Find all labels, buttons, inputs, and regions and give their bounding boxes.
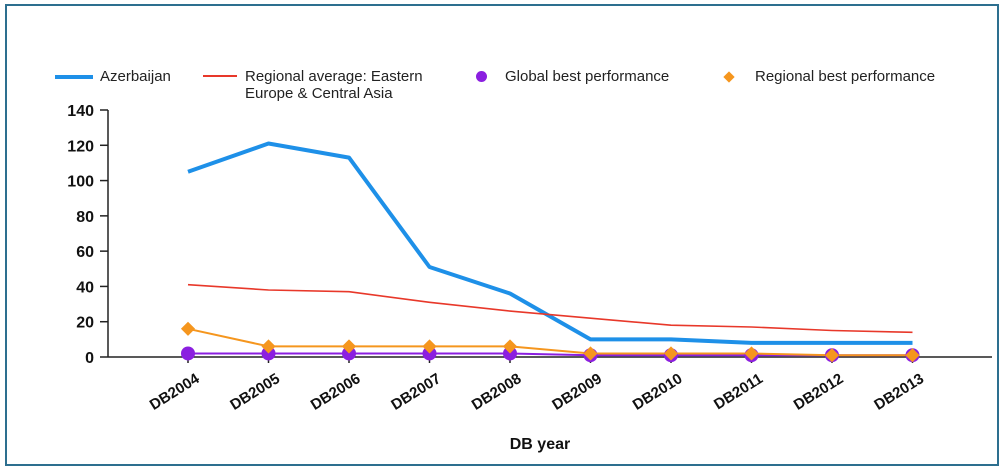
x-tick-label: DB2005 bbox=[227, 370, 283, 414]
chart-axes bbox=[100, 109, 992, 363]
legend-label-azerbaijan: Azerbaijan bbox=[100, 68, 171, 85]
data-point-regional-best-performance bbox=[502, 339, 518, 354]
data-point-regional-best-performance bbox=[663, 346, 679, 361]
x-tick-label: DB2013 bbox=[871, 370, 927, 414]
x-tick-label: DB2011 bbox=[711, 370, 766, 413]
y-tick-label: 20 bbox=[76, 315, 94, 332]
chart-series-markers bbox=[180, 321, 920, 363]
y-tick-label: 40 bbox=[76, 279, 94, 296]
y-tick-label: 140 bbox=[67, 103, 94, 120]
data-point-regional-best-performance bbox=[583, 346, 598, 361]
data-point-regional-best-performance bbox=[744, 346, 759, 361]
series-line-regional-best-performance bbox=[187, 327, 913, 357]
data-point-regional-best-performance bbox=[905, 348, 920, 363]
series-line-regional-average-eastern-europe-central-asia bbox=[187, 283, 913, 334]
legend-swatch-global-best bbox=[476, 71, 487, 82]
data-point-regional-best-performance bbox=[824, 348, 840, 363]
y-tick-label: 80 bbox=[76, 209, 94, 226]
chart-series-lines bbox=[187, 141, 913, 357]
y-tick-label: 100 bbox=[67, 174, 94, 191]
y-tick-label: 60 bbox=[76, 244, 94, 261]
legend-label-regional-best: Regional best performance bbox=[755, 68, 936, 85]
x-tick-label: DB2007 bbox=[388, 370, 444, 414]
data-point-regional-best-performance bbox=[261, 339, 276, 354]
legend-label-global-best: Global best performance bbox=[505, 68, 670, 85]
y-tick-label: 120 bbox=[67, 138, 94, 155]
chart-legend: Azerbaijan Regional average: Eastern Eur… bbox=[0, 0, 1006, 102]
y-tick-label: 0 bbox=[85, 350, 94, 367]
chart-frame bbox=[5, 4, 999, 466]
data-point-global-best-performance bbox=[181, 346, 195, 361]
x-tick-label: DB2009 bbox=[549, 370, 605, 414]
x-tick-label: DB2010 bbox=[630, 370, 686, 414]
legend-swatch-regional-average bbox=[203, 75, 237, 77]
x-tick-label: DB2008 bbox=[469, 370, 525, 414]
data-point-regional-best-performance bbox=[341, 339, 357, 354]
x-tick-label: DB2004 bbox=[147, 370, 203, 414]
legend-swatch-azerbaijan bbox=[55, 75, 93, 79]
x-tick-labels: DB2004 DB2005 DB2006 DB2007 DB2008 DB2009 DB20… bbox=[147, 370, 927, 414]
y-tick-labels: 0 20 40 60 80 100 120 140 bbox=[67, 103, 94, 367]
x-tick-label: DB2006 bbox=[308, 370, 364, 414]
legend-label-regional-average: Regional average: Eastern Europe & Centr… bbox=[245, 68, 423, 102]
series-line-azerbaijan bbox=[187, 141, 913, 345]
data-point-regional-best-performance bbox=[180, 321, 196, 336]
data-point-regional-best-performance bbox=[422, 339, 437, 354]
x-axis-title: DB year bbox=[510, 436, 570, 453]
x-tick-label: DB2012 bbox=[791, 370, 847, 414]
